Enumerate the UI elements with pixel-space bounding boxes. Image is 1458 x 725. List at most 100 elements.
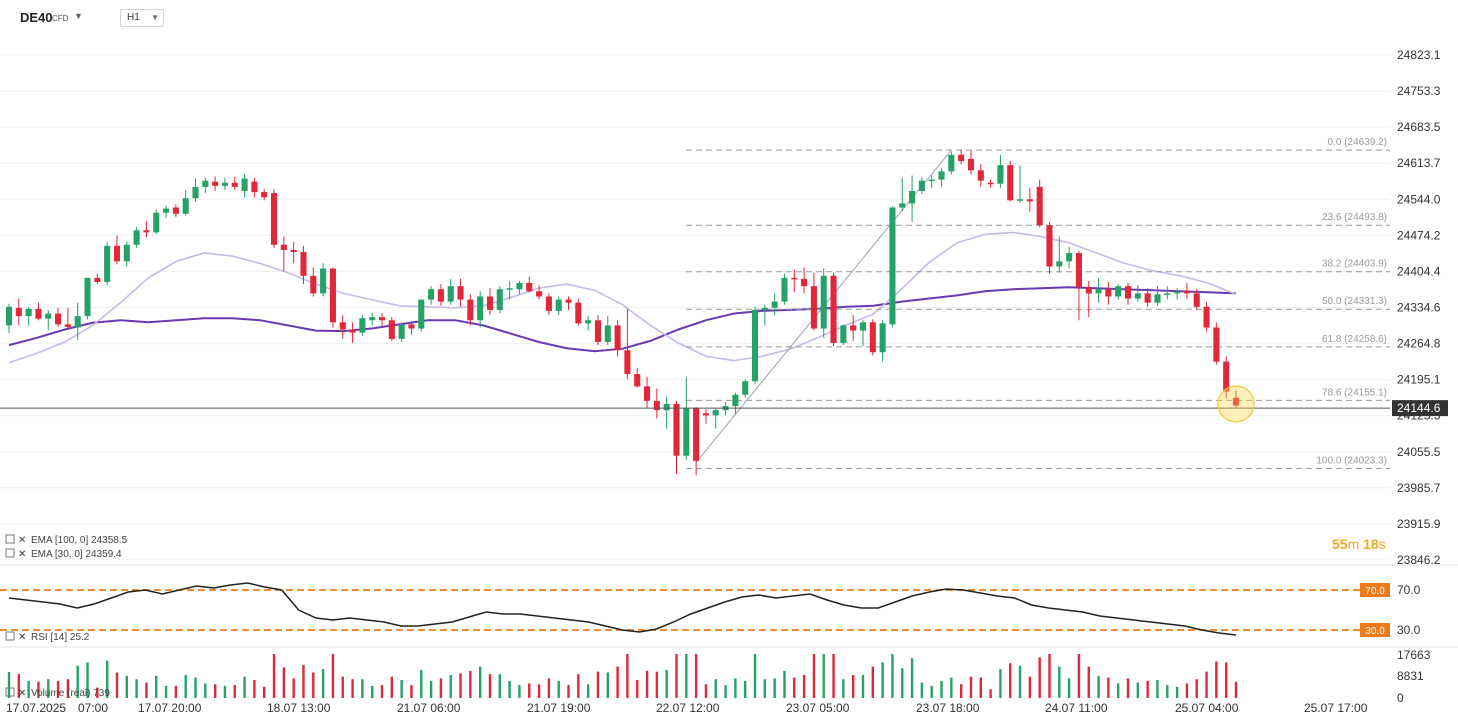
volume-bar <box>174 685 178 698</box>
indicator-settings-icon[interactable] <box>5 687 15 697</box>
candle-body <box>163 208 170 213</box>
candle <box>820 268 827 338</box>
price-axis[interactable]: 24823.1 24753.3 24683.5 24613.7 24544.0 24474… <box>0 48 1448 567</box>
candle <box>94 273 101 285</box>
indicator-legend-label: EMA [30, 0] 24359.4 <box>31 549 122 560</box>
volume-bar <box>655 671 659 698</box>
indicator-settings-icon[interactable] <box>5 534 15 544</box>
candle-body <box>771 301 778 308</box>
ema100-line <box>8 286 1237 353</box>
indicator-remove-icon[interactable]: ✕ <box>18 535 26 546</box>
volume-bar <box>321 669 325 698</box>
volume-bar <box>999 669 1002 698</box>
candle-body <box>859 322 867 331</box>
candle-body <box>791 277 798 280</box>
candle-body <box>879 323 886 353</box>
candle-body <box>1124 286 1132 299</box>
volume-bar <box>312 672 315 698</box>
candle-body <box>153 212 160 233</box>
time-tick-label: 21.07 06:00 <box>397 701 461 715</box>
candle <box>25 306 32 326</box>
candle <box>467 294 474 326</box>
candle <box>555 296 562 316</box>
candle <box>1174 288 1181 300</box>
volume-bar <box>802 675 806 698</box>
volume-bar <box>616 666 619 698</box>
candle-body <box>958 154 965 162</box>
volume-bar <box>341 676 344 698</box>
candle-body <box>1144 293 1151 303</box>
time-axis[interactable]: 17.07.2025 07:00 17.07 20:00 18.07 13:00 21.… <box>6 701 1368 715</box>
volume-bar <box>842 679 845 698</box>
price-tick-label: 24264.8 <box>1397 337 1441 351</box>
candle <box>261 188 268 201</box>
candle-body <box>1164 293 1171 295</box>
candle-body <box>506 288 513 290</box>
candle <box>1056 236 1063 273</box>
indicator-remove-icon[interactable]: ✕ <box>18 688 26 699</box>
candle-body <box>683 408 690 456</box>
volume-bar <box>714 679 717 698</box>
candle-body <box>447 286 454 302</box>
candle <box>1232 390 1240 409</box>
candle-body <box>1095 289 1102 294</box>
time-tick-label: 07:00 <box>78 701 108 715</box>
volume-axis-label: 17663 <box>1397 648 1431 662</box>
candle-body <box>310 275 317 294</box>
price-tick-label: 24055.5 <box>1397 445 1441 459</box>
candle-body <box>899 203 906 208</box>
volume-bar <box>498 674 501 698</box>
volume-bar <box>194 677 197 698</box>
candle <box>604 316 611 346</box>
candle-body <box>437 289 444 302</box>
volume-bar <box>832 654 835 698</box>
indicator-settings-icon[interactable] <box>5 631 15 641</box>
candle-body <box>751 309 759 382</box>
volume-bar <box>1048 654 1051 698</box>
volume-bar <box>920 682 924 698</box>
candle-body <box>143 230 150 233</box>
candle-body <box>113 245 121 262</box>
volume-bar <box>420 669 423 698</box>
volume-bar <box>233 685 236 698</box>
volume-bar <box>105 660 109 698</box>
candle-body <box>526 283 533 292</box>
candle <box>702 409 709 424</box>
volume-bar <box>253 680 256 698</box>
current-price-badge[interactable] <box>1392 400 1448 417</box>
candle-body <box>398 324 405 339</box>
symbol-name[interactable]: DE40 <box>20 10 53 25</box>
candle <box>1085 280 1092 318</box>
candle <box>192 178 199 202</box>
candle <box>477 291 484 328</box>
indicator-remove-icon[interactable]: ✕ <box>18 632 26 643</box>
indicator-settings-icon[interactable] <box>5 548 15 558</box>
candle <box>163 205 170 218</box>
fibonacci-retracement[interactable]: 0.0 (24639.2) 23.6 (24493.8) 38.2 (24403.9… <box>686 137 1390 469</box>
volume-bar <box>47 679 50 698</box>
candle-body <box>702 413 709 416</box>
candle <box>231 176 238 190</box>
volume-bar <box>1126 678 1130 698</box>
candle <box>781 273 788 305</box>
volume-bar <box>793 677 796 698</box>
chart-toolbar: DE40 CFD ▼ H1 ▼ <box>0 0 1458 36</box>
candle <box>349 322 356 343</box>
candle <box>15 298 22 326</box>
symbol-dropdown-icon[interactable]: ▼ <box>74 11 83 21</box>
candle-body <box>830 275 837 343</box>
candle-body <box>1183 291 1190 294</box>
indicator-remove-icon[interactable]: ✕ <box>18 549 26 560</box>
candle <box>486 288 494 316</box>
candle <box>1213 322 1220 365</box>
candle <box>428 286 435 305</box>
candle <box>300 245 307 285</box>
timeframe-select[interactable]: H1 ▼ <box>120 9 164 27</box>
rsi-level-badge <box>1360 583 1390 597</box>
volume-bar <box>1038 657 1041 698</box>
candle-body <box>1056 261 1063 267</box>
candle-body <box>928 179 935 182</box>
candle-body <box>290 249 297 253</box>
volume-bar <box>478 666 482 698</box>
